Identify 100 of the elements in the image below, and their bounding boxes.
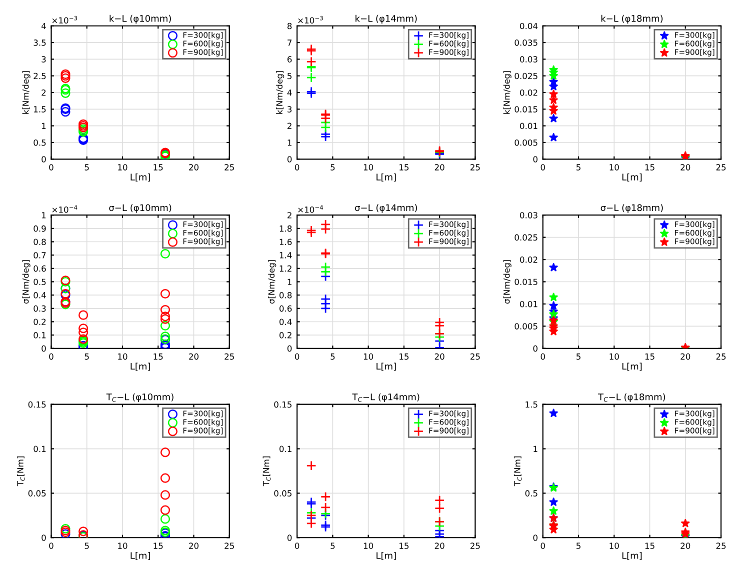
y-tick-label: 0.4: [280, 318, 292, 326]
x-tick-label: 0: [294, 353, 300, 360]
x-axis-title: L[m]: [130, 552, 150, 560]
y-tick-label: 0: [287, 534, 292, 541]
y-tick-label: 0.035: [514, 40, 538, 46]
y-tick-label: 0.02: [520, 89, 538, 96]
x-axis-title: L[m]: [622, 552, 642, 560]
x-tick-label: 25: [224, 164, 234, 170]
y-tick-label: 4: [41, 22, 46, 30]
y-axis-title: T$_{C}$[Nm]: [514, 456, 522, 486]
y-tick-label: 0.6: [280, 305, 292, 312]
y-tick-label: 0.8: [34, 238, 46, 246]
y-tick-label: 2: [42, 89, 46, 96]
y-tick-label: 6: [287, 56, 292, 62]
y-tick-label: 1: [288, 278, 292, 285]
y-axis-title: k[Nm/deg]: [22, 71, 30, 114]
y-tick-label: 7: [288, 40, 292, 46]
y-tick-label: 0: [42, 156, 46, 162]
x-tick-label: 15: [154, 164, 163, 170]
y-axis-title: T$_{C}$[Nm]: [262, 456, 271, 486]
y-tick-label: 0.7: [34, 252, 46, 258]
x-tick-label: 5: [84, 354, 89, 360]
chart-title: k−L (φ10mm): [110, 14, 171, 24]
chart-title: k−L (φ14mm): [356, 14, 417, 24]
x-tick-label: 5: [84, 542, 89, 549]
x-tick-label: 25: [470, 164, 480, 170]
y-tick-label: 5: [288, 72, 292, 80]
y-tick-label: 1.2: [280, 265, 292, 272]
x-tick-label: 25: [716, 164, 726, 170]
y-tick-label: 1: [288, 140, 292, 146]
text: ×10$^{−4}$: [52, 205, 78, 213]
x-tick-label: 5: [576, 354, 580, 360]
y-tick-label: 1.8: [280, 225, 292, 232]
x-tick-label: 10: [118, 353, 128, 360]
x-tick-label: 20: [680, 353, 690, 360]
x-tick-label: 15: [645, 354, 654, 360]
x-tick-label: 0: [49, 164, 54, 170]
x-tick-label: 25: [224, 353, 234, 360]
y-tick-label: 0.5: [34, 139, 46, 146]
x-tick-label: 10: [364, 353, 374, 360]
y-tick-label: 2: [288, 212, 292, 218]
x-tick-label: 25: [224, 542, 234, 549]
x-tick-label: 15: [154, 354, 163, 360]
y-tick-label: 0.4: [34, 292, 46, 298]
y-tick-label: 3.5: [34, 40, 46, 46]
x-axis-title: L[m]: [130, 173, 150, 182]
y-tick-label: 1: [42, 122, 46, 129]
y-tick-label: 0.025: [514, 234, 538, 241]
x-tick-label: 20: [434, 353, 444, 360]
y-tick-label: 3: [288, 106, 292, 112]
x-tick-label: 10: [610, 353, 619, 360]
y-tick-label: 0.005: [514, 139, 538, 146]
y-tick-label: 8: [287, 22, 292, 30]
y-tick-label: 3: [42, 56, 46, 62]
y-tick-label: 1.4: [280, 252, 292, 258]
x-tick-label: 25: [716, 353, 726, 360]
y-tick-label: 0: [42, 345, 46, 352]
y-axis-title: σ[Nm/deg]: [268, 260, 276, 304]
x-axis-title: L[m]: [376, 362, 396, 371]
y-tick-label: 0.8: [280, 292, 292, 298]
y-tick-label: 0: [287, 345, 292, 352]
y-axis-title: σ[Nm/deg]: [503, 260, 512, 304]
x-tick-label: 0: [294, 164, 300, 170]
y-tick-label: 0.025: [514, 72, 538, 80]
x-axis-title: L[m]: [376, 552, 396, 560]
y-tick-label: 0.5: [525, 490, 538, 496]
y-tick-label: 0.15: [274, 401, 292, 408]
chart-title: T$_{C}$−L (φ18mm): [598, 393, 666, 402]
y-tick-label: 0.1: [34, 332, 46, 338]
y-tick-label: 4: [287, 90, 292, 96]
x-tick-label: 0: [540, 542, 545, 549]
x-tick-label: 25: [716, 542, 726, 549]
y-tick-label: 0.03: [520, 212, 538, 218]
y-tick-label: 0: [533, 534, 538, 541]
x-tick-label: 10: [610, 164, 619, 170]
y-tick-label: 0.5: [34, 278, 46, 286]
y-axis-title: T$_{C}$[Nm]: [16, 456, 25, 486]
x-tick-label: 5: [576, 164, 580, 170]
x-tick-label: 0: [540, 164, 545, 170]
y-tick-label: 0.005: [514, 323, 538, 330]
x-tick-label: 10: [610, 542, 619, 549]
y-tick-label: 0.02: [520, 256, 538, 263]
x-tick-label: 20: [680, 164, 690, 170]
x-tick-label: 10: [118, 164, 128, 170]
y-axis-title: k[Nm/deg]: [503, 71, 512, 114]
x-tick-label: 5: [330, 164, 335, 170]
chart-title: σ−L (φ18mm): [600, 204, 663, 213]
y-tick-label: 0.1: [280, 446, 292, 452]
y-tick-label: 0: [42, 534, 46, 541]
x-axis-title: L[m]: [130, 362, 150, 371]
y-tick-label: 0: [533, 345, 538, 352]
x-tick-label: 10: [364, 164, 374, 170]
y-tick-label: 0.2: [280, 332, 292, 338]
chart-title: T$_{C}$−L (φ14mm): [352, 393, 420, 402]
x-tick-label: 0: [540, 353, 545, 360]
chart-title: T$_{C}$−L (φ10mm): [106, 393, 174, 402]
x-axis-title: L[m]: [622, 362, 642, 371]
y-tick-label: 0.015: [514, 106, 538, 112]
x-tick-label: 5: [576, 542, 580, 549]
y-tick-label: 0.15: [28, 401, 46, 408]
